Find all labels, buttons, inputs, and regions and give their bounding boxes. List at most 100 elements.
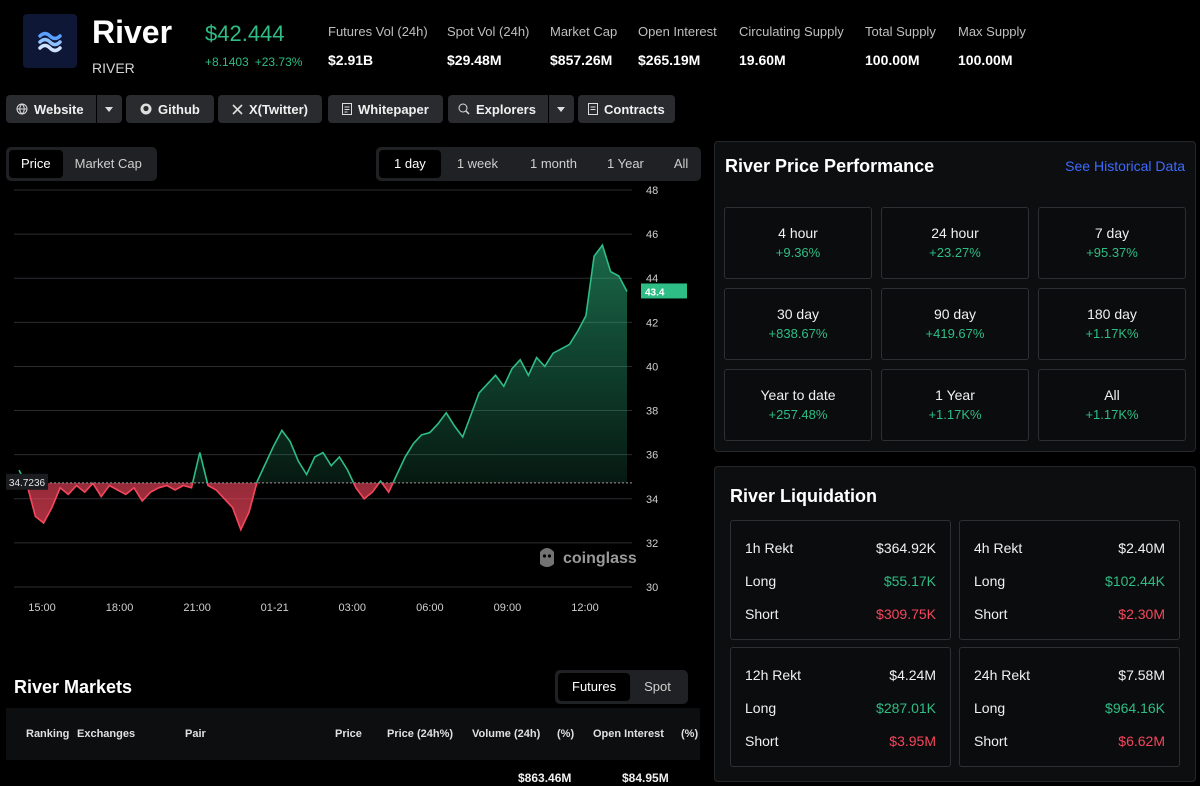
liq-card-1h: 1h Rekt $364.92K Long $55.17K Short $309.75…	[730, 520, 951, 640]
tab-price[interactable]: Price	[9, 150, 63, 178]
col-volume-24h[interactable]: Volume (24h)	[472, 728, 541, 740]
stat-value: $857.26M	[550, 52, 613, 68]
x-tick-label: 01-21	[261, 602, 289, 614]
col-volume-pct[interactable]: (%)	[557, 728, 575, 740]
x-tick-label: 18:00	[106, 602, 134, 614]
perf-card: 1 Year +1.17K%	[881, 369, 1029, 441]
liq-card-12h: 12h Rekt $4.24M Long $287.01K Short $3.95M	[730, 647, 951, 767]
whitepaper-label: Whitepaper	[358, 101, 429, 117]
perf-card: 4 hour +9.36%	[724, 207, 872, 279]
liq-label: 1h Rekt	[745, 540, 794, 556]
tab-futures[interactable]: Futures	[558, 673, 631, 701]
liq-short-label: Short	[974, 606, 1008, 622]
table-row[interactable]: $863.46M $84.95M	[6, 762, 700, 786]
col-price[interactable]: Price	[335, 728, 362, 740]
markets-type-toggle: Futures Spot	[555, 670, 688, 704]
caret-down-icon	[557, 106, 566, 112]
col-oi-pct[interactable]: (%)	[681, 728, 699, 740]
stat-circulating-supply: Circulating Supply 19.60M	[739, 24, 844, 68]
price-change-pct: +23.73%	[254, 55, 303, 69]
stat-value: $2.91B	[328, 52, 374, 68]
col-open-interest[interactable]: Open Interest	[593, 728, 664, 740]
stat-value: 19.60M	[739, 52, 786, 68]
baseline-tag	[6, 473, 48, 490]
liq-card-24h: 24h Rekt $7.58M Long $964.16K Short $6.62M	[959, 647, 1180, 767]
row-volume: $863.46M	[518, 771, 572, 785]
perf-card: 90 day +419.67%	[881, 288, 1029, 360]
time-range-toggle: 1 day 1 week 1 month 1 Year All	[376, 147, 702, 181]
perf-change: +23.27%	[929, 245, 981, 260]
price-chart[interactable]: 48 46 44 42 40 38 36 34 32 30 15:00 18:00 21:00 01-21…	[0, 180, 700, 620]
coin-name: River	[92, 14, 173, 50]
y-tick-label: 30	[646, 582, 658, 594]
stat-label: Max Supply	[958, 24, 1026, 39]
perf-period: 4 hour	[778, 225, 818, 241]
whitepaper-button[interactable]: Whitepaper	[328, 95, 443, 123]
twitter-label: X(Twitter)	[249, 101, 308, 117]
liq-short-label: Short	[974, 733, 1008, 749]
stat-label: Futures Vol (24h)	[328, 24, 428, 39]
col-exchanges[interactable]: Exchanges	[77, 728, 136, 740]
stat-spot-vol: Spot Vol (24h) $29.48M	[447, 24, 529, 68]
current-price: $42.444	[205, 21, 285, 46]
liq-long-value: $287.01K	[876, 700, 936, 716]
contracts-button[interactable]: Contracts	[578, 95, 675, 123]
explorers-label: Explorers	[476, 101, 536, 117]
price-line-down	[24, 482, 394, 532]
coin-logo	[23, 14, 77, 68]
coin-symbol: RIVER	[92, 60, 135, 76]
stat-label: Circulating Supply	[739, 24, 844, 39]
explorers-button[interactable]: Explorers	[448, 95, 574, 123]
liq-short-value: $6.62M	[1118, 733, 1165, 749]
liquidation-title: River Liquidation	[730, 486, 878, 506]
last-price-label: 43.4	[645, 287, 665, 298]
markets-table-header: Ranking Exchanges Pair Price Price (24h%…	[6, 708, 700, 760]
stat-label: Spot Vol (24h)	[447, 24, 530, 39]
row-open-interest: $84.95M	[622, 771, 669, 785]
website-button[interactable]: Website	[6, 95, 122, 123]
perf-card: Year to date +257.48%	[724, 369, 872, 441]
liq-long-label: Long	[745, 700, 777, 716]
stat-value: $265.19M	[638, 52, 701, 68]
tab-market-cap[interactable]: Market Cap	[74, 156, 142, 171]
x-icon	[232, 103, 243, 115]
col-ranking[interactable]: Ranking	[26, 728, 70, 740]
twitter-button[interactable]: X(Twitter)	[218, 95, 322, 123]
historical-data-link[interactable]: See Historical Data	[1065, 158, 1185, 174]
liq-long-value: $55.17K	[883, 573, 936, 589]
perf-change: +838.67%	[768, 326, 828, 341]
tab-spot[interactable]: Spot	[644, 679, 671, 694]
range-1-year[interactable]: 1 Year	[607, 156, 644, 171]
liq-long-label: Long	[974, 700, 1006, 716]
perf-card: 180 day +1.17K%	[1038, 288, 1186, 360]
y-tick-label: 32	[646, 538, 658, 550]
explorers-dropdown[interactable]	[547, 95, 574, 123]
globe-icon	[16, 103, 28, 115]
range-all[interactable]: All	[673, 156, 689, 171]
y-tick-label: 44	[646, 273, 658, 285]
caret-down-icon	[105, 106, 114, 112]
stat-value: 100.00M	[865, 52, 920, 68]
range-1-week[interactable]: 1 week	[456, 156, 499, 171]
y-tick-label: 36	[646, 450, 658, 462]
stat-value: $29.48M	[447, 52, 502, 68]
range-1-day[interactable]: 1 day	[379, 150, 441, 178]
col-price-24h[interactable]: Price (24h%)	[387, 728, 454, 740]
area-up	[19, 245, 627, 483]
col-pair[interactable]: Pair	[185, 728, 206, 740]
x-tick-label: 21:00	[183, 602, 211, 614]
github-icon	[140, 103, 152, 115]
stat-label: Open Interest	[638, 24, 717, 39]
github-button[interactable]: Github	[126, 95, 214, 123]
perf-period: All	[1104, 387, 1120, 403]
stat-label: Total Supply	[865, 24, 936, 39]
perf-change: +257.48%	[768, 407, 828, 422]
perf-change: +1.17K%	[1085, 326, 1139, 341]
y-tick-label: 42	[646, 317, 658, 329]
x-tick-label: 15:00	[28, 602, 56, 614]
contracts-label: Contracts	[604, 101, 665, 117]
y-tick-label: 34	[646, 494, 658, 506]
range-1-month[interactable]: 1 month	[530, 156, 577, 171]
y-tick-label: 48	[646, 185, 658, 197]
website-dropdown[interactable]	[95, 95, 122, 123]
